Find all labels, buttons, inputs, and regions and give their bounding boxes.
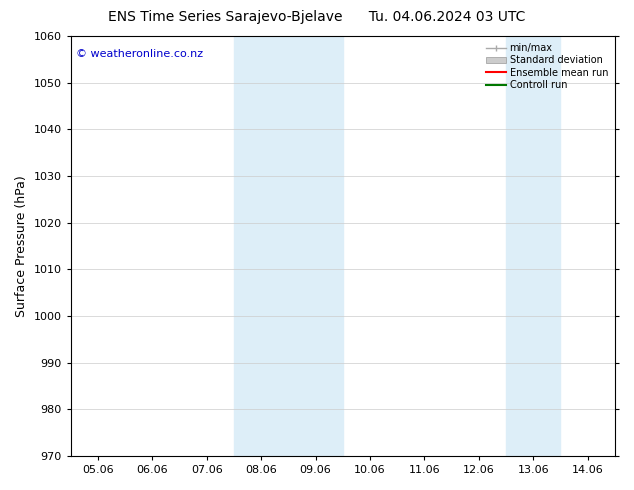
Text: ENS Time Series Sarajevo-Bjelave      Tu. 04.06.2024 03 UTC: ENS Time Series Sarajevo-Bjelave Tu. 04.… (108, 10, 526, 24)
Bar (506, 36, 560, 456)
Legend: min/max, Standard deviation, Ensemble mean run, Controll run: min/max, Standard deviation, Ensemble me… (484, 41, 610, 92)
Text: © weatheronline.co.nz: © weatheronline.co.nz (76, 49, 204, 59)
Y-axis label: Surface Pressure (hPa): Surface Pressure (hPa) (15, 175, 28, 317)
Bar (234, 36, 343, 456)
